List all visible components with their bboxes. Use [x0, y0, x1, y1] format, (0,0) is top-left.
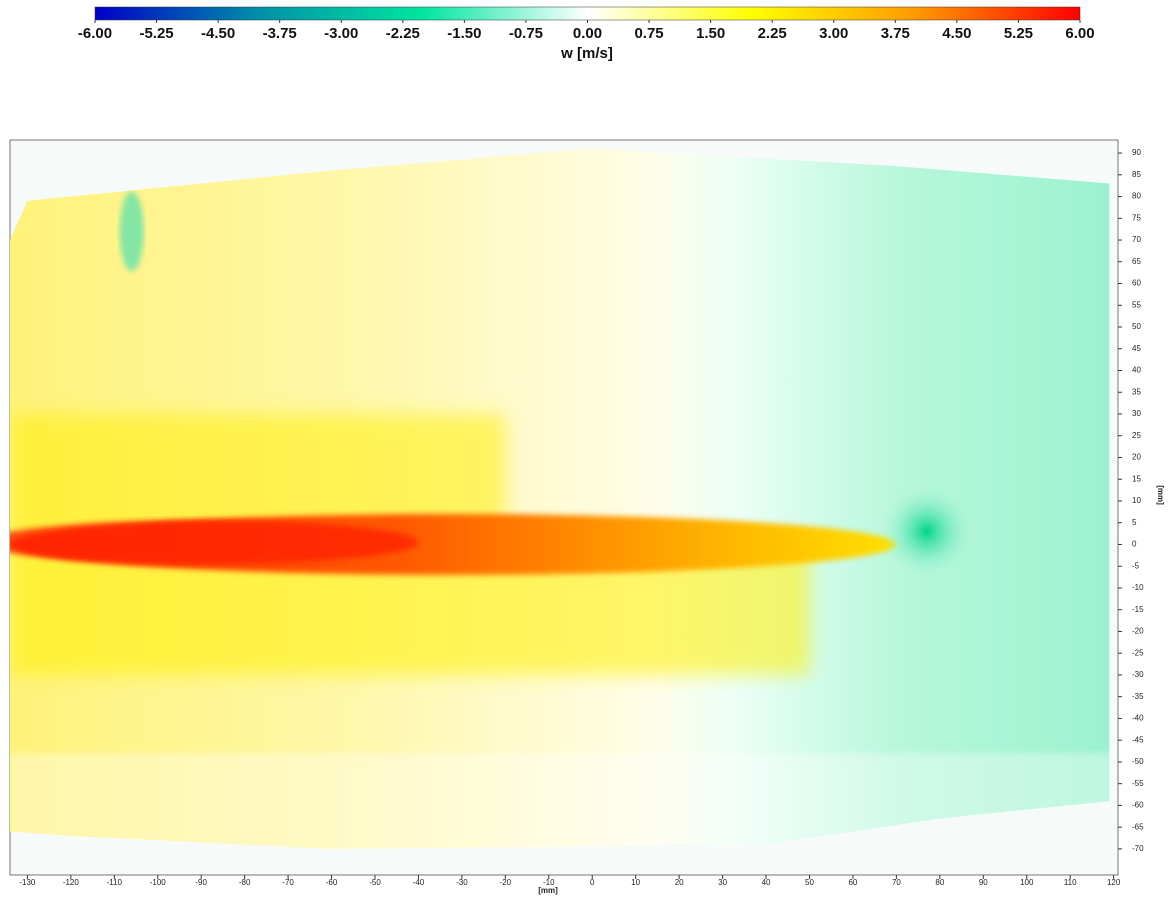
- y-tick-label: 10: [1132, 496, 1141, 505]
- y-tick-label: -65: [1132, 822, 1144, 831]
- colorbar-tick-label: -2.25: [386, 25, 420, 42]
- colorbar-label: w [m/s]: [560, 45, 613, 62]
- x-tick-label: -30: [456, 878, 468, 887]
- colorbar-tick-label: 6.00: [1065, 25, 1094, 42]
- y-tick-label: 40: [1132, 366, 1141, 375]
- y-tick-label: 70: [1132, 235, 1141, 244]
- x-tick-label: -60: [326, 878, 338, 887]
- colorbar-tick-label: -1.50: [447, 25, 481, 42]
- y-tick-label: -55: [1132, 779, 1144, 788]
- x-tick-label: 40: [762, 878, 771, 887]
- colorbar: [94, 6, 1081, 21]
- y-tick-label: 90: [1132, 148, 1141, 157]
- y-tick-label: 80: [1132, 192, 1141, 201]
- x-tick-label: -40: [413, 878, 425, 887]
- y-tick-label: 55: [1132, 300, 1141, 309]
- y-tick-label: -20: [1132, 627, 1144, 636]
- y-tick-label: -35: [1132, 692, 1144, 701]
- x-tick-label: 100: [1020, 878, 1034, 887]
- y-tick-label: -60: [1132, 801, 1144, 810]
- y-axis-label: [mm]: [1156, 485, 1165, 505]
- x-tick-label: -50: [369, 878, 381, 887]
- y-tick-label: -30: [1132, 670, 1144, 679]
- y-tick-label: 20: [1132, 453, 1141, 462]
- colorbar-tick-label: 1.50: [696, 25, 725, 42]
- x-tick-label: 70: [892, 878, 901, 887]
- y-tick-label: 50: [1132, 322, 1141, 331]
- x-tick-label: -120: [63, 878, 80, 887]
- x-tick-label: 120: [1107, 878, 1121, 887]
- colorbar-tick-label: 3.75: [881, 25, 910, 42]
- y-tick-label: -40: [1132, 714, 1144, 723]
- y-tick-label: 65: [1132, 257, 1141, 266]
- y-tick-label: -5: [1132, 561, 1140, 570]
- colorbar-tick-label: 3.00: [819, 25, 848, 42]
- x-tick-label: 80: [935, 878, 944, 887]
- y-tick-label: -10: [1132, 583, 1144, 592]
- x-tick-label: 110: [1064, 878, 1077, 887]
- x-tick-label: -130: [19, 878, 36, 887]
- x-tick-label: -10: [543, 878, 555, 887]
- y-tick-label: 60: [1132, 279, 1141, 288]
- y-tick-label: -15: [1132, 605, 1144, 614]
- x-axis-label: [mm]: [538, 886, 558, 895]
- x-tick-label: -90: [195, 878, 207, 887]
- x-tick-label: 0: [590, 878, 595, 887]
- y-tick-label: -25: [1132, 648, 1144, 657]
- x-tick-label: 10: [631, 878, 640, 887]
- colorbar-tick-label: -0.75: [509, 25, 543, 42]
- y-tick-label: 45: [1132, 344, 1141, 353]
- x-tick-label: -20: [500, 878, 512, 887]
- x-tick-label: 50: [805, 878, 814, 887]
- colorbar-tick-label: -4.50: [201, 25, 235, 42]
- y-tick-label: 15: [1132, 474, 1141, 483]
- colorbar-tick-label: 0.75: [634, 25, 663, 42]
- jet-core-red: [10, 520, 419, 565]
- y-tick-label: -50: [1132, 757, 1144, 766]
- colorbar-tick-label: -6.00: [78, 25, 112, 42]
- velocity-field: [10, 148, 1110, 849]
- y-tick-label: 5: [1132, 518, 1137, 527]
- x-tick-label: 20: [675, 878, 684, 887]
- y-tick-label: 75: [1132, 213, 1141, 222]
- y-tick-label: 25: [1132, 431, 1141, 440]
- stagnation-spot: [881, 486, 972, 577]
- y-tick-label: 85: [1132, 170, 1141, 179]
- x-tick-label: -110: [107, 878, 123, 887]
- x-tick-label: -70: [282, 878, 294, 887]
- colorbar-tick-label: 5.25: [1004, 25, 1033, 42]
- top-streak: [119, 191, 144, 272]
- x-tick-label: 90: [979, 878, 988, 887]
- x-tick-label: -80: [239, 878, 251, 887]
- colorbar-tick-label: -5.25: [139, 25, 173, 42]
- x-tick-label: -100: [150, 878, 167, 887]
- x-tick-label: 30: [718, 878, 727, 887]
- y-tick-label: -45: [1132, 735, 1144, 744]
- colorbar-tick-label: 4.50: [942, 25, 971, 42]
- x-tick-label: 60: [848, 878, 857, 887]
- colorbar-tick-label: 0.00: [573, 25, 602, 42]
- y-tick-label: 0: [1132, 540, 1137, 549]
- y-tick-label: 30: [1132, 409, 1141, 418]
- colorbar-tick-label: -3.00: [324, 25, 358, 42]
- y-tick-label: 35: [1132, 387, 1141, 396]
- colorbar-tick-label: 2.25: [758, 25, 787, 42]
- colorbar-tick-label: -3.75: [263, 25, 297, 42]
- y-tick-label: -70: [1132, 844, 1144, 853]
